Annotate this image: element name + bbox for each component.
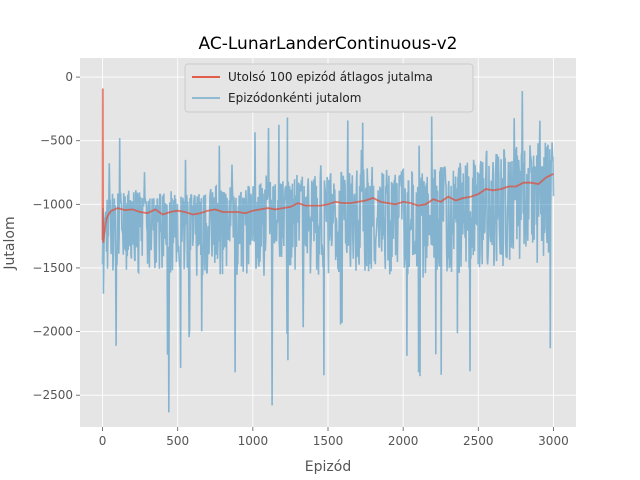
chart-title: AC-LunarLanderContinuous-v2 — [199, 34, 458, 54]
y-axis-ticks: 0 −500 −1000 −1500 −2000 −2500 — [32, 70, 80, 402]
x-tick-label: 1500 — [313, 434, 344, 448]
series-average-reward — [101, 88, 554, 243]
legend-box — [184, 63, 474, 113]
y-tick-label: −500 — [40, 134, 73, 148]
average-reward-line — [101, 88, 554, 243]
x-tick-label: 2500 — [463, 434, 494, 448]
x-tick-label: 500 — [166, 434, 189, 448]
y-tick-label: −2000 — [32, 325, 73, 339]
y-tick-label: −1500 — [32, 261, 73, 275]
legend-label-average: Utolsó 100 epizód átlagos jutalma — [228, 70, 433, 84]
x-tick-label: 2000 — [388, 434, 419, 448]
x-tick-label: 3000 — [538, 434, 569, 448]
x-axis-label: Epizód — [305, 459, 351, 475]
x-axis-ticks: 0 500 1000 1500 2000 2500 3000 — [99, 427, 569, 448]
series-episode-reward — [101, 90, 555, 413]
y-tick-label: −1000 — [32, 197, 73, 211]
y-axis-label: Jutalom — [2, 216, 18, 270]
x-tick-label: 0 — [99, 434, 107, 448]
episode-reward-line — [101, 90, 555, 413]
legend-label-episode: Epizódonkénti jutalom — [228, 91, 361, 105]
legend: Utolsó 100 epizód átlagos jutalma Epizód… — [184, 63, 474, 113]
x-tick-label: 1000 — [238, 434, 269, 448]
y-tick-label: 0 — [65, 70, 73, 84]
y-tick-label: −2500 — [32, 388, 73, 402]
